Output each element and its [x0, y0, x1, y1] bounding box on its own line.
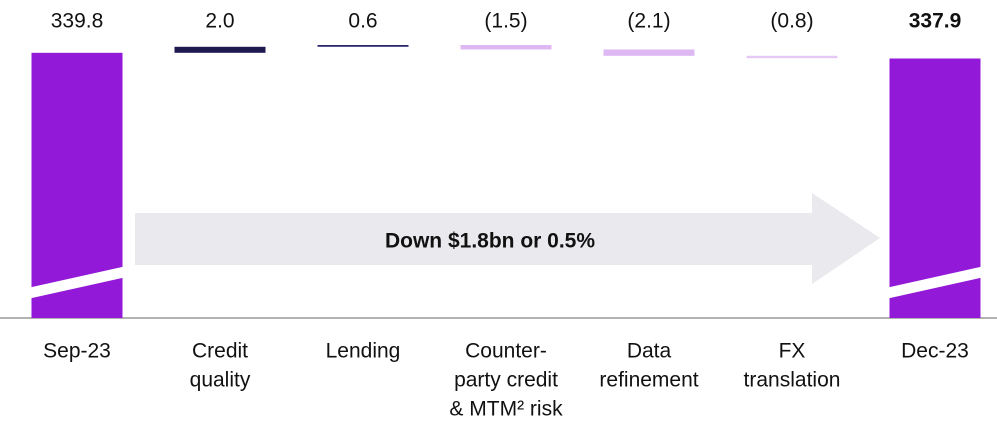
category-label: & MTM² risk: [449, 398, 563, 421]
value-label: 2.0: [205, 10, 234, 33]
category-label: Sep-23: [43, 340, 111, 363]
category-label: quality: [190, 369, 251, 392]
value-label: 337.9: [909, 10, 962, 33]
value-label: (2.1): [627, 10, 670, 33]
change-arrow: [135, 193, 880, 284]
category-label: translation: [744, 369, 841, 392]
category-label: Lending: [326, 340, 401, 363]
value-label: (0.8): [770, 10, 813, 33]
bar: [746, 55, 838, 59]
value-label: (1.5): [484, 10, 527, 33]
value-label: 0.6: [348, 10, 377, 33]
category-label: refinement: [599, 369, 698, 392]
annotation: Down $1.8bn or 0.5%: [385, 230, 595, 253]
category-label: party credit: [454, 369, 558, 392]
category-label: Data: [627, 340, 672, 363]
axis-break: [27, 266, 127, 299]
axis-break: [885, 266, 985, 299]
category-label: FX: [779, 340, 806, 363]
value-label: 339.8: [51, 10, 104, 33]
category-label: Credit: [192, 340, 248, 363]
bar: [603, 49, 695, 56]
bar: [174, 46, 266, 53]
category-label: Counter-: [465, 340, 547, 363]
bar: [317, 45, 409, 47]
category-label: Dec-23: [901, 340, 969, 363]
bar: [460, 45, 552, 50]
